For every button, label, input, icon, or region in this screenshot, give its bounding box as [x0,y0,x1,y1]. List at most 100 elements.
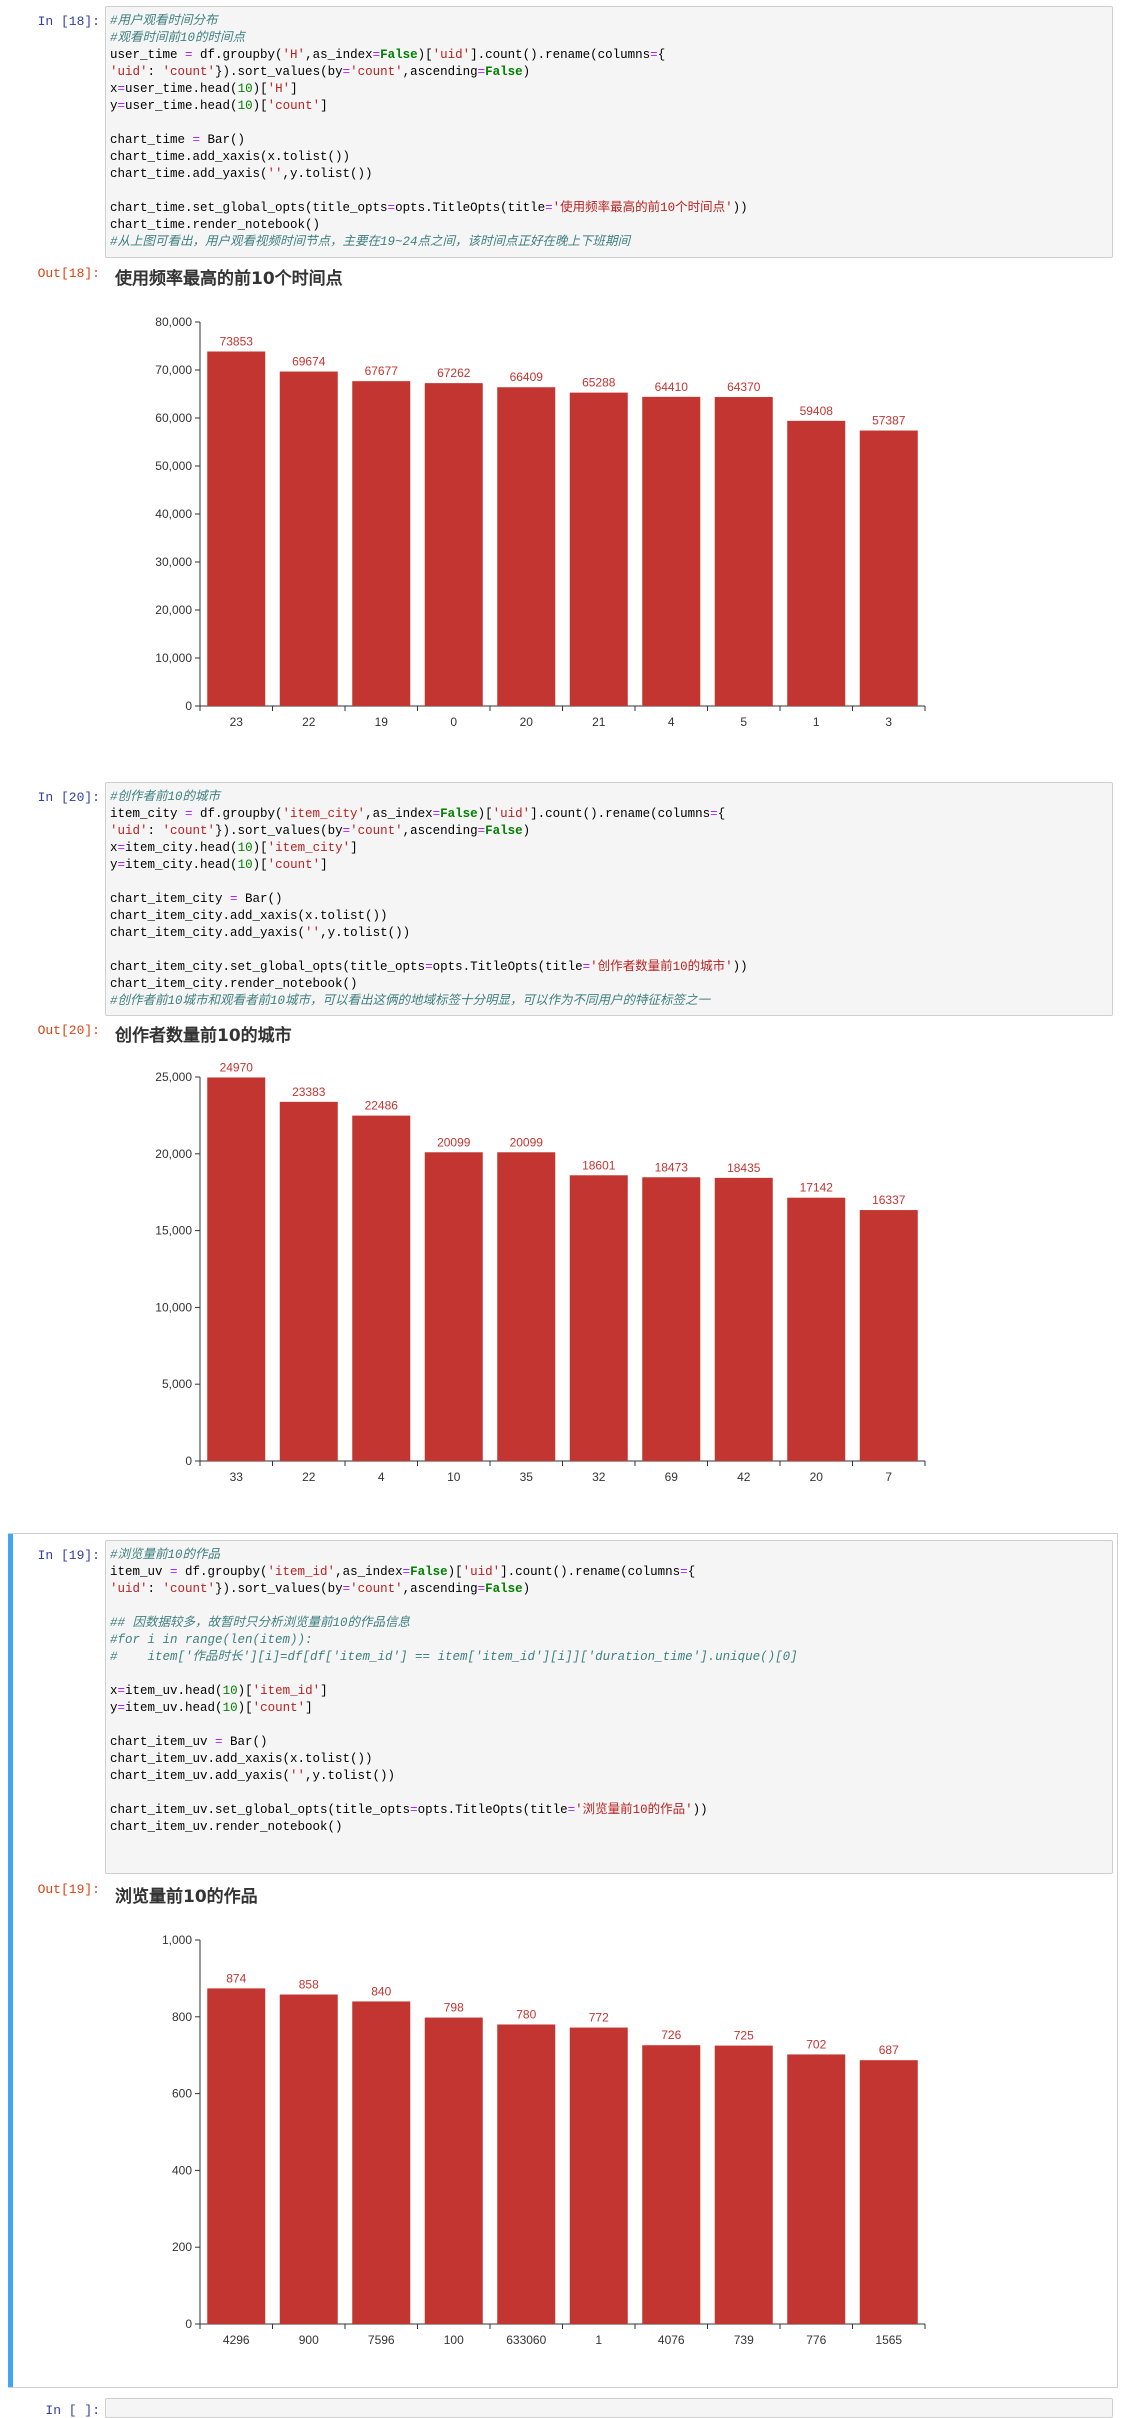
bar-value-label: 17142 [800,1181,834,1195]
code-line [110,1785,1108,1802]
bar-value-label: 725 [734,2029,754,2043]
chart-title: 创作者数量前10的城市 [115,1026,292,1046]
x-tick-label: 23 [230,715,244,729]
bar-value-label: 798 [444,2001,464,2015]
code-line: #for i in range(len(item)): [110,1633,313,1647]
code-editor[interactable]: #浏览量前10的作品 item_uv = df.groupby('item_id'… [105,1540,1113,1874]
bar-value-label: 726 [661,2028,681,2042]
code-line: chart_item_city.set_global_opts(title_op… [110,960,748,974]
code-line: x=item_city.head(10)['item_city'] [110,841,358,855]
bar-value-label: 20099 [510,1135,544,1149]
x-tick-label: 33 [230,1470,244,1484]
bar-value-label: 18601 [582,1158,616,1172]
code-line: #浏览量前10的作品 [110,1548,221,1562]
y-tick-label: 25,000 [155,1070,192,1084]
x-tick-label: 7 [885,1470,892,1484]
bar-value-label: 18435 [727,1161,761,1175]
bar [642,1177,701,1461]
bar-value-label: 66409 [510,370,544,384]
code-line: chart_item_uv.add_xaxis(x.tolist()) [110,1752,373,1766]
code-line: ## 因数据较多，故暂时只分析浏览量前10的作品信息 [110,1616,411,1630]
bar-value-label: 64410 [655,380,689,394]
bar-value-label: 772 [589,2011,609,2025]
y-tick-label: 20,000 [155,1147,192,1161]
code-editor[interactable] [105,2398,1113,2418]
bar-value-label: 16337 [872,1193,906,1207]
bar [787,2054,846,2324]
x-tick-label: 20 [520,715,534,729]
bar [424,2017,483,2324]
x-tick-label: 0 [450,715,457,729]
y-tick-label: 800 [172,2010,192,2024]
bar-chart: 0 5,000 10,000 15,000 20,000 25,000 24970 33 233… [155,1060,926,1484]
x-tick-label: 4076 [658,2333,685,2347]
code-line: y=item_uv.head(10)['count'] [110,1701,313,1715]
code-line [110,874,1108,891]
bar [642,396,701,706]
code-line: 'uid': 'count'}).sort_values(by='count',… [110,65,531,79]
x-tick-label: 20 [810,1470,824,1484]
code-line: chart_time = Bar() [110,133,246,147]
bar [787,420,846,706]
bar-value-label: 22486 [365,1099,399,1113]
selected-cell-border [8,1533,1118,2388]
y-tick-label: 0 [185,2317,192,2331]
code-line: y=user_time.head(10)['count'] [110,99,328,113]
bar-chart: 0 10,000 20,000 30,000 40,000 50,000 60,000 70,… [155,315,926,729]
code-editor[interactable]: #用户观看时间分布 #观看时间前10的时间点 user_time = df.grou… [105,6,1113,258]
code-line [110,1598,1108,1615]
bar-value-label: 57387 [872,414,906,428]
bar [714,2045,773,2324]
x-tick-label: 69 [665,1470,679,1484]
bar-value-label: 20099 [437,1135,471,1149]
bar-value-label: 67262 [437,366,471,380]
x-tick-label: 776 [806,2333,826,2347]
code-line: chart_item_uv = Bar() [110,1735,268,1749]
bar-value-label: 780 [516,2007,536,2021]
x-tick-label: 4296 [223,2333,250,2347]
x-tick-label: 42 [737,1470,751,1484]
code-line: chart_item_city.add_yaxis('',y.tolist()) [110,926,411,940]
code-line: y=item_city.head(10)['count'] [110,858,328,872]
bar-value-label: 23383 [292,1085,326,1099]
y-tick-label: 5,000 [162,1377,192,1391]
bar [497,2024,556,2324]
bar [424,1152,483,1461]
code-line: chart_time.add_xaxis(x.tolist()) [110,150,351,164]
bar [497,1152,556,1461]
code-line: item_uv = df.groupby('item_id',as_index=… [110,1565,696,1579]
code-line: chart_time.set_global_opts(title_opts=op… [110,201,748,215]
x-tick-label: 4 [668,715,675,729]
code-line [110,183,1108,200]
bar [859,1210,918,1461]
bar-value-label: 18473 [655,1160,689,1174]
chart-title: 使用频率最高的前10个时间点 [115,269,343,289]
bar [207,1077,266,1461]
x-tick-label: 4 [378,1470,385,1484]
bar [642,2045,701,2324]
code-line: #创作者前10城市和观看者前10城市，可以看出这俩的地域标签十分明显，可以作为不… [110,994,711,1008]
input-prompt: In [ ]: [45,2403,100,2418]
code-line [110,942,1108,959]
x-tick-label: 32 [592,1470,606,1484]
x-tick-label: 3 [885,715,892,729]
y-tick-label: 40,000 [155,507,192,521]
code-line: chart_item_city.add_xaxis(x.tolist()) [110,909,388,923]
code-line: # item['作品时长'][i]=df[df['item_id'] == it… [110,1650,798,1664]
code-line [110,1717,1108,1734]
code-line: chart_item_uv.set_global_opts(title_opts… [110,1803,708,1817]
code-line: x=user_time.head(10)['H'] [110,82,298,96]
x-tick-label: 19 [375,715,389,729]
code-line: 'uid': 'count'}).sort_values(by='count',… [110,1582,531,1596]
cell-selection-indicator [8,1533,13,2388]
bar [859,2060,918,2324]
code-line: 'uid': 'count'}).sort_values(by='count',… [110,824,531,838]
code-line: chart_item_uv.render_notebook() [110,1820,343,1834]
bar [569,392,628,706]
code-line: #用户观看时间分布 [110,14,218,28]
code-editor[interactable]: #创作者前10的城市 item_city = df.groupby('item_c… [105,782,1113,1016]
x-tick-label: 7596 [368,2333,395,2347]
bar [497,387,556,706]
y-tick-label: 0 [185,1454,192,1468]
bar-value-label: 67677 [365,364,399,378]
